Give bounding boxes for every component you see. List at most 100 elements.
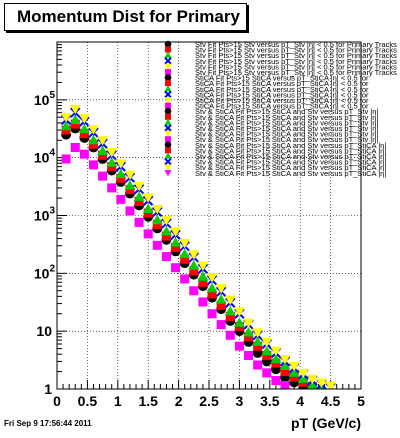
data-point <box>60 113 72 123</box>
y-tick-label: 105 <box>34 90 56 108</box>
data-point <box>234 317 245 327</box>
data-point <box>124 180 136 190</box>
data-point <box>125 206 135 216</box>
data-point <box>189 286 199 296</box>
data-point <box>69 114 81 124</box>
data-point <box>164 90 172 99</box>
data-point <box>197 271 209 281</box>
data-point <box>316 378 327 388</box>
legend-label: Stv Fit Pts>15 Stv versus pT_Stv |η| < 0… <box>195 57 397 66</box>
data-point <box>224 295 236 306</box>
data-point <box>70 142 80 152</box>
legend-label: Stv & StiCA Fit Pts>15 StiCA and Stv ver… <box>195 163 386 172</box>
data-point <box>262 350 272 360</box>
data-point <box>124 170 136 180</box>
data-point <box>164 164 172 171</box>
legend-label: StiCA Fit Pts>15 StiCA versus pT_StiCA |… <box>195 96 369 105</box>
data-point <box>152 219 162 229</box>
data-point <box>215 294 227 304</box>
legend-label: Stv & StiCA Fit Pts>15 StiCA and Stv ver… <box>195 124 378 133</box>
data-point <box>271 358 281 368</box>
data-point <box>97 136 108 146</box>
data-point <box>234 341 244 351</box>
data-point <box>143 229 153 239</box>
data-point <box>279 354 291 365</box>
y-tick-label: 10 <box>36 323 52 339</box>
data-point <box>165 69 171 75</box>
data-series <box>61 142 290 389</box>
data-point <box>88 125 99 135</box>
legend-label: Stv & StiCA Fit Pts>15 StiCA and Stv ver… <box>195 141 386 150</box>
data-point <box>243 318 254 329</box>
data-point <box>170 237 181 247</box>
data-point <box>253 341 263 351</box>
data-point <box>289 372 299 382</box>
x-tick-label: 4.5 <box>321 393 341 409</box>
data-point <box>179 238 191 249</box>
data-point <box>61 154 71 164</box>
y-tick-label: 102 <box>34 263 56 281</box>
data-point <box>288 361 300 372</box>
data-point <box>165 136 171 143</box>
data-point <box>171 242 181 252</box>
x-tick-label: 2.5 <box>199 393 219 409</box>
y-tick-label: 104 <box>34 148 56 166</box>
data-point <box>261 337 273 348</box>
data-point <box>161 231 171 241</box>
data-point <box>197 261 209 272</box>
data-point <box>225 311 235 321</box>
data-point <box>69 104 81 115</box>
data-point <box>151 204 163 215</box>
data-point <box>198 297 208 307</box>
data-point <box>134 217 144 227</box>
data-point <box>116 173 126 183</box>
data-point <box>142 203 154 213</box>
data-point <box>165 113 171 120</box>
data-point <box>280 380 290 389</box>
data-point <box>107 183 117 193</box>
data-point <box>244 332 254 342</box>
legend: Stv Fit Pts>15 Stv versus pT_Stv |η| < 0… <box>164 40 397 178</box>
legend-label: StiCA Fit Pts>15 StiCA versus pT_StiCA |… <box>195 74 369 83</box>
x-tick-label: 1 <box>114 393 122 409</box>
data-point <box>161 252 171 262</box>
data-point <box>180 254 190 264</box>
legend-label: Stv Fit Pts>15 Stv versus pT_Stv |η| < 0… <box>195 40 397 49</box>
footer-timestamp: Fri Sep 9 17:56:44 2011 <box>4 419 92 428</box>
legend-label: Stv & StiCA Fit Pts>15 StiCA and Stv ver… <box>195 158 386 167</box>
data-point <box>143 208 153 218</box>
legend-label: Stv & StiCA Fit Pts>15 StiCA and Stv ver… <box>195 118 378 127</box>
data-point <box>161 216 172 226</box>
data-point <box>207 289 217 299</box>
x-tick-label: 3 <box>236 393 244 409</box>
data-point <box>161 226 172 236</box>
data-point <box>164 157 172 166</box>
legend-label: StiCA Fit Pts>15 StiCA versus pT_StiCA |… <box>195 102 369 111</box>
data-point <box>164 130 172 138</box>
data-point <box>165 46 171 53</box>
y-tick-label: 103 <box>34 206 56 224</box>
x-tick-label: 5 <box>357 393 365 409</box>
data-point <box>78 114 90 124</box>
legend-label: Stv & StiCA Fit Pts>15 StiCA and Stv ver… <box>195 152 386 161</box>
data-point <box>164 170 172 177</box>
data-point <box>151 214 163 225</box>
x-tick-label: 0 <box>53 393 61 409</box>
data-point <box>243 327 254 337</box>
data-point <box>79 149 89 159</box>
x-tick-label: 0.5 <box>78 393 98 409</box>
data-point <box>106 148 118 158</box>
y-tick-label: 1 <box>44 381 52 397</box>
data-point <box>165 80 171 87</box>
data-point <box>270 346 282 357</box>
data-point <box>180 274 190 284</box>
data-point <box>60 120 72 131</box>
data-point <box>116 194 126 204</box>
x-tick-label: 2 <box>175 393 183 409</box>
data-point <box>164 74 172 81</box>
data-point <box>115 168 127 179</box>
data-point <box>165 102 171 109</box>
data-point <box>98 150 108 160</box>
